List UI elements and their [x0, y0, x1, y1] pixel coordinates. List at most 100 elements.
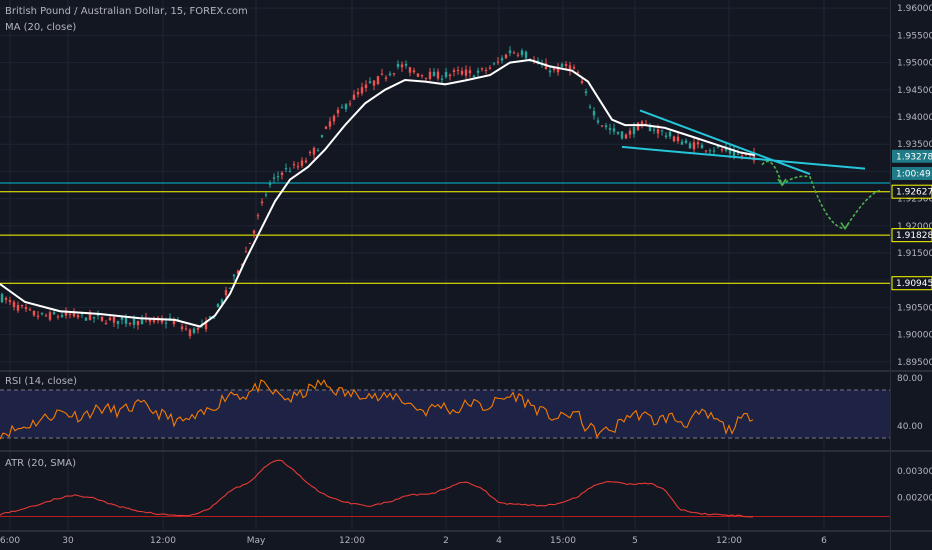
- candle-body: [136, 321, 140, 326]
- drawings[interactable]: [621, 109, 881, 230]
- candle-body: [368, 81, 372, 83]
- price-tick-label: 1.94000: [897, 113, 932, 123]
- candle-body: [624, 134, 628, 139]
- candle-body: [48, 312, 52, 320]
- candle-body: [132, 318, 136, 325]
- price-tick-label: 1.96000: [897, 4, 932, 14]
- candle-body: [20, 305, 24, 307]
- rsi-pane: [0, 378, 890, 440]
- price-tick-label: 1.94500: [897, 86, 932, 96]
- price-tick-label: 1.90500: [897, 303, 932, 313]
- price-tag-label: 1.90945: [896, 279, 932, 289]
- price-tag: 1.91828: [891, 228, 932, 243]
- candle-body: [252, 230, 256, 234]
- candle-body: [340, 107, 344, 109]
- candle-body: [212, 317, 216, 319]
- candle-body: [328, 121, 332, 127]
- candle-body: [148, 318, 152, 322]
- candle-body: [276, 176, 280, 178]
- ma-line: [0, 58, 756, 328]
- candle-body: [24, 307, 28, 310]
- candle-body: [612, 128, 616, 132]
- candle-body: [456, 69, 460, 71]
- triangle-lower-line[interactable]: [621, 145, 866, 170]
- candle-body: [96, 314, 100, 316]
- time-tick-label: 6: [821, 536, 827, 546]
- candle-body: [428, 71, 432, 79]
- candle-body: [672, 136, 676, 142]
- candle-body: [124, 316, 128, 324]
- candle-body: [752, 152, 756, 161]
- candle-body: [476, 70, 480, 73]
- candle-body: [648, 126, 652, 132]
- rsi-band: [0, 390, 890, 438]
- price-tick-label: 0.00300: [897, 467, 932, 477]
- time-axis[interactable]: 6:00 30 12:00 May 12:00 2 4 15:00 5 12:00 6: [0, 536, 827, 546]
- candle-body: [736, 153, 740, 155]
- price-tag-label: 1.91828: [896, 231, 932, 241]
- candle-body: [444, 71, 448, 78]
- candle-body: [480, 68, 484, 70]
- candle-body: [592, 110, 596, 116]
- candle-body: [164, 322, 168, 324]
- candle-body: [620, 131, 624, 139]
- rsi-line: [0, 378, 754, 440]
- candle-body: [56, 316, 60, 318]
- candle-body: [688, 143, 692, 149]
- candle-body: [8, 300, 12, 303]
- candle-body: [640, 121, 644, 126]
- candle-body: [460, 70, 464, 75]
- price-tick-label: 80.00: [897, 374, 923, 384]
- time-tick-label: 12:00: [150, 536, 176, 546]
- candle-body: [204, 321, 208, 330]
- price-tag-label: 1.92627: [896, 188, 932, 198]
- price-tag: 1.92627: [891, 184, 932, 199]
- price-tag-label: 1:00:49: [896, 169, 931, 179]
- candle-body: [128, 323, 132, 325]
- candle-body: [704, 150, 708, 152]
- price-tag-label: 1.93278: [896, 152, 932, 162]
- time-tick-label: May: [247, 536, 266, 546]
- candle-body: [40, 312, 44, 315]
- candle-body: [608, 128, 612, 130]
- symbol-title: British Pound / Australian Dollar, 15, F…: [5, 6, 248, 17]
- candle-body: [32, 311, 36, 316]
- candle-body: [396, 63, 400, 67]
- projection-arrow: [777, 178, 787, 187]
- candle-body: [448, 74, 452, 77]
- candle-body: [452, 70, 456, 72]
- candle-body: [684, 140, 688, 143]
- candle-body: [268, 183, 272, 185]
- candle-body: [432, 71, 436, 77]
- candle-body: [0, 294, 4, 303]
- candle-body: [228, 287, 232, 289]
- candle-body: [408, 67, 412, 73]
- candle-body: [84, 317, 88, 321]
- candle-body: [400, 64, 404, 68]
- candle-body: [676, 136, 680, 142]
- candle-body: [72, 311, 76, 317]
- candle-body: [600, 125, 604, 127]
- candle-body: [344, 104, 348, 110]
- projection-path[interactable]: [761, 160, 881, 230]
- candle-body: [256, 215, 260, 217]
- candle-body: [724, 147, 728, 151]
- candle-body: [388, 73, 392, 76]
- candle-body: [508, 50, 512, 54]
- candle-body: [568, 65, 572, 71]
- candle-body: [572, 67, 576, 69]
- time-tick-label: 2: [443, 536, 449, 546]
- candle-body: [12, 301, 16, 307]
- candle-body: [616, 131, 620, 134]
- candle-body: [100, 316, 104, 321]
- candle-body: [652, 129, 656, 131]
- time-tick-label: 15:00: [550, 536, 576, 546]
- horizontal-levels[interactable]: [0, 182, 890, 284]
- price-axis[interactable]: 1.96000 1.95500 1.95000 1.94500 1.94000 1.935…: [891, 4, 932, 504]
- candle-body: [552, 68, 556, 70]
- candle-body: [60, 315, 64, 317]
- candle-body: [512, 52, 516, 54]
- triangle-upper-line[interactable]: [639, 109, 811, 176]
